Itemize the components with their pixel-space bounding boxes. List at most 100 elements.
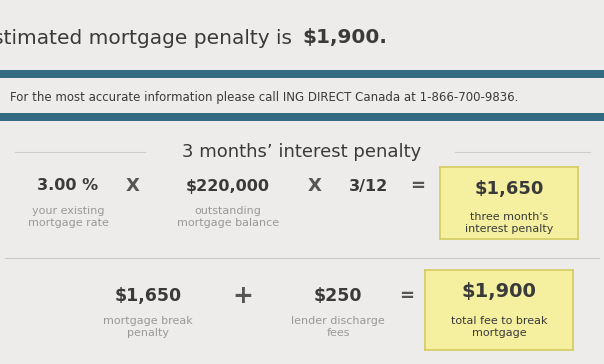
- Circle shape: [0, 71, 320, 77]
- Circle shape: [269, 114, 604, 120]
- Circle shape: [66, 71, 489, 77]
- Circle shape: [0, 114, 405, 120]
- Circle shape: [220, 71, 604, 77]
- Circle shape: [0, 114, 278, 120]
- Text: mortgage break
penalty: mortgage break penalty: [103, 316, 193, 337]
- Circle shape: [94, 114, 516, 120]
- Circle shape: [156, 71, 579, 77]
- Circle shape: [381, 71, 604, 77]
- Circle shape: [0, 114, 292, 120]
- Circle shape: [45, 114, 467, 120]
- Circle shape: [0, 71, 271, 77]
- Circle shape: [213, 114, 604, 120]
- Circle shape: [94, 71, 516, 77]
- Circle shape: [275, 71, 604, 77]
- Circle shape: [234, 114, 604, 120]
- Circle shape: [367, 114, 604, 120]
- Circle shape: [304, 71, 604, 77]
- Text: 3.00 %: 3.00 %: [37, 178, 98, 194]
- Circle shape: [374, 114, 604, 120]
- Circle shape: [0, 71, 292, 77]
- Circle shape: [0, 71, 362, 77]
- Circle shape: [310, 71, 604, 77]
- Circle shape: [262, 114, 604, 120]
- Circle shape: [86, 71, 509, 77]
- Circle shape: [367, 71, 604, 77]
- Circle shape: [0, 114, 411, 120]
- Circle shape: [0, 71, 306, 77]
- Circle shape: [0, 114, 362, 120]
- Circle shape: [66, 114, 489, 120]
- Circle shape: [359, 71, 604, 77]
- Text: outstanding
mortgage balance: outstanding mortgage balance: [177, 206, 279, 228]
- Circle shape: [199, 114, 604, 120]
- Circle shape: [199, 71, 604, 77]
- Circle shape: [59, 71, 481, 77]
- Circle shape: [37, 71, 460, 77]
- Circle shape: [0, 114, 390, 120]
- Circle shape: [289, 114, 604, 120]
- Circle shape: [205, 114, 604, 120]
- Circle shape: [234, 71, 604, 77]
- Circle shape: [0, 71, 236, 77]
- Circle shape: [16, 114, 439, 120]
- Circle shape: [164, 114, 586, 120]
- Circle shape: [0, 114, 370, 120]
- Circle shape: [0, 114, 271, 120]
- Circle shape: [143, 71, 565, 77]
- Text: total fee to break
mortgage: total fee to break mortgage: [451, 316, 547, 337]
- Circle shape: [0, 71, 376, 77]
- Circle shape: [121, 71, 544, 77]
- Circle shape: [388, 114, 604, 120]
- Circle shape: [0, 71, 411, 77]
- Circle shape: [205, 71, 604, 77]
- Text: =: =: [399, 287, 414, 305]
- Text: your existing
mortgage rate: your existing mortgage rate: [28, 206, 109, 228]
- Circle shape: [324, 71, 604, 77]
- Circle shape: [0, 114, 236, 120]
- Circle shape: [374, 71, 604, 77]
- Text: $1,650: $1,650: [114, 287, 182, 305]
- Circle shape: [240, 114, 604, 120]
- Circle shape: [115, 71, 538, 77]
- Circle shape: [339, 71, 604, 77]
- Circle shape: [24, 71, 446, 77]
- Circle shape: [178, 71, 600, 77]
- Text: For the most accurate information please call ING DIRECT Canada at 1-866-700-983: For the most accurate information please…: [10, 91, 518, 104]
- Circle shape: [0, 114, 230, 120]
- Circle shape: [0, 71, 349, 77]
- Circle shape: [37, 114, 460, 120]
- Circle shape: [51, 71, 474, 77]
- Circle shape: [0, 114, 335, 120]
- Circle shape: [332, 71, 604, 77]
- Circle shape: [345, 114, 604, 120]
- Circle shape: [0, 114, 222, 120]
- Circle shape: [170, 71, 593, 77]
- Circle shape: [0, 114, 306, 120]
- Circle shape: [136, 71, 559, 77]
- Circle shape: [0, 114, 341, 120]
- Circle shape: [2, 114, 425, 120]
- Circle shape: [185, 71, 604, 77]
- Circle shape: [51, 114, 474, 120]
- Text: 3 months’ interest penalty: 3 months’ interest penalty: [182, 143, 422, 161]
- Circle shape: [59, 114, 481, 120]
- Circle shape: [0, 114, 419, 120]
- Circle shape: [0, 71, 265, 77]
- Circle shape: [121, 114, 544, 120]
- Circle shape: [164, 71, 586, 77]
- Circle shape: [0, 71, 405, 77]
- Circle shape: [0, 114, 376, 120]
- Circle shape: [0, 71, 335, 77]
- Circle shape: [289, 71, 604, 77]
- Circle shape: [381, 114, 604, 120]
- Circle shape: [388, 71, 604, 77]
- Circle shape: [283, 114, 604, 120]
- Circle shape: [0, 114, 257, 120]
- Circle shape: [0, 114, 313, 120]
- Circle shape: [262, 71, 604, 77]
- Circle shape: [45, 71, 467, 77]
- Text: $1,900.: $1,900.: [302, 28, 387, 47]
- Circle shape: [318, 114, 604, 120]
- Circle shape: [0, 114, 349, 120]
